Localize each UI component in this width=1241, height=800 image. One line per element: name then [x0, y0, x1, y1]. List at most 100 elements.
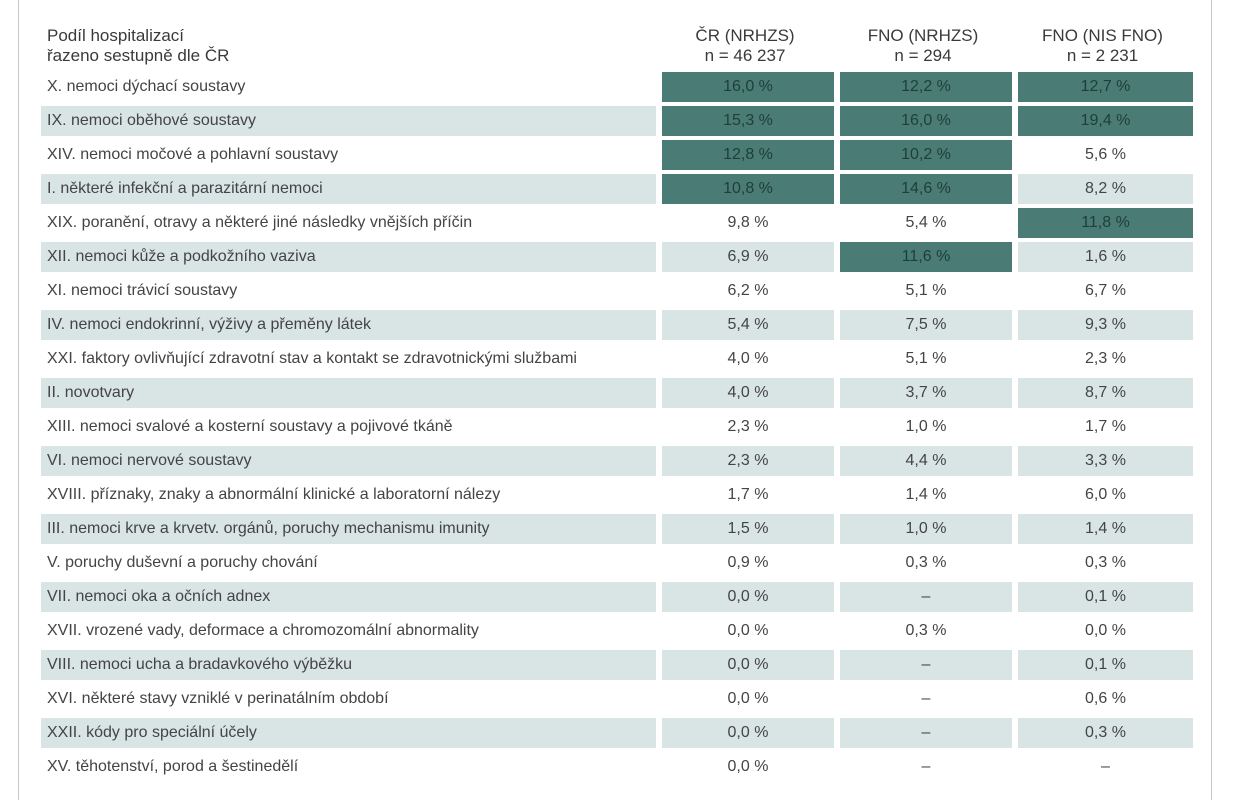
header-label: Podíl hospitalizací řazeno sestupně dle … [41, 26, 656, 68]
row-label: X. nemoci dýchací soustavy [47, 78, 246, 95]
header-col-name: FNO (NIS FNO) [1042, 26, 1163, 45]
table-row: XVI. některé stavy vzniklé v perinatální… [41, 684, 1193, 714]
header-col-fno-nrhzs: FNO (NRHZS) n = 294 [834, 26, 1012, 68]
row-value-col-2: – [834, 718, 1012, 748]
row-value-col-2: 3,7 % [834, 378, 1012, 408]
row-value-col-1: 9,8 % [656, 208, 834, 238]
table-row: VIII. nemoci ucha a bradavkového výběžku… [41, 650, 1193, 680]
row-value-col-3: – [1012, 752, 1193, 782]
row-value-col-1: 0,0 % [656, 650, 834, 680]
table-row: XIII. nemoci svalové a kosterní soustavy… [41, 412, 1193, 442]
table-row: III. nemoci krve a krvetv. orgánů, poruc… [41, 514, 1193, 544]
row-value-col-1: 1,5 % [656, 514, 834, 544]
table-row: XVIII. příznaky, znaky a abnormální klin… [41, 480, 1193, 510]
header-col-name: FNO (NRHZS) [867, 26, 979, 45]
row-value-col-1: 15,3 % [656, 106, 834, 136]
row-value-col-3: 0,1 % [1012, 582, 1193, 612]
row-value-col-2: 0,3 % [834, 616, 1012, 646]
table-row: XXII. kódy pro speciální účely 0,0 % –0,3 … [41, 718, 1193, 748]
row-label: XV. těhotenství, porod a šestinedělí [47, 758, 299, 775]
row-value-col-3: 19,4 % [1012, 106, 1193, 136]
row-value-col-1: 1,7 % [656, 480, 834, 510]
row-value-col-1: 16,0 % [656, 72, 834, 102]
row-value-col-1: 0,0 % [656, 752, 834, 782]
table-row: XV. těhotenství, porod a šestinedělí 0,0 … [41, 752, 1193, 782]
row-value-col-3: 9,3 % [1012, 310, 1193, 340]
row-value-col-3: 12,7 % [1012, 72, 1193, 102]
row-value-col-2: 5,1 % [834, 276, 1012, 306]
row-value-col-1: 0,0 % [656, 718, 834, 748]
row-value-col-2: 5,1 % [834, 344, 1012, 374]
row-value-col-1: 6,2 % [656, 276, 834, 306]
row-label: VI. nemoci nervové soustavy [41, 446, 656, 476]
row-value-col-1: 0,9 % [656, 548, 834, 578]
row-value-col-3: 3,3 % [1012, 446, 1193, 476]
row-label: XXII. kódy pro speciální účely [41, 718, 656, 748]
row-value-col-2: 1,0 % [834, 514, 1012, 544]
row-value-col-1: 2,3 % [656, 446, 834, 476]
row-value-col-2: 14,6 % [834, 174, 1012, 204]
header-col-n: n = 46 237 [704, 46, 786, 65]
row-value-col-2: 10,2 % [834, 140, 1012, 170]
row-label: XI. nemoci trávicí soustavy [47, 282, 238, 299]
row-value-col-1: 12,8 % [656, 140, 834, 170]
row-value-col-1: 10,8 % [656, 174, 834, 204]
header-col-n: n = 2 231 [1066, 46, 1139, 65]
row-label: XIX. poranění, otravy a některé jiné nás… [47, 214, 473, 231]
row-label: IV. nemoci endokrinní, výživy a přeměny … [41, 310, 656, 340]
row-label: XVI. některé stavy vzniklé v perinatální… [47, 690, 389, 707]
table-body: X. nemoci dýchací soustavy 16,0 % 12,2 % 12… [41, 72, 1193, 782]
row-label: XIII. nemoci svalové a kosterní soustavy… [47, 418, 453, 435]
row-label: V. poruchy duševní a poruchy chování [47, 554, 318, 571]
row-value-col-2: – [834, 650, 1012, 680]
row-value-col-2: 4,4 % [834, 446, 1012, 476]
row-value-col-2: 5,4 % [834, 208, 1012, 238]
row-value-col-3: 1,4 % [1012, 514, 1193, 544]
row-value-col-3: 11,8 % [1012, 208, 1193, 238]
table-row: XVII. vrozené vady, deformace a chromozo… [41, 616, 1193, 646]
hospitalization-table: Podíl hospitalizací řazeno sestupně dle … [41, 22, 1193, 786]
row-value-col-2: 11,6 % [834, 242, 1012, 272]
table-row: XXI. faktory ovlivňující zdravotní stav … [41, 344, 1193, 374]
row-value-col-3: 2,3 % [1012, 344, 1193, 374]
header-col-cr: ČR (NRHZS) n = 46 237 [656, 26, 834, 68]
row-value-col-3: 0,3 % [1012, 718, 1193, 748]
row-label: VIII. nemoci ucha a bradavkového výběžku [41, 650, 656, 680]
row-value-col-3: 8,7 % [1012, 378, 1193, 408]
row-value-col-3: 1,6 % [1012, 242, 1193, 272]
row-value-col-1: 2,3 % [656, 412, 834, 442]
row-value-col-3: 8,2 % [1012, 174, 1193, 204]
row-value-col-3: 0,1 % [1012, 650, 1193, 680]
table-row: XI. nemoci trávicí soustavy 6,2 % 5,1 % 6,7… [41, 276, 1193, 306]
row-label: II. novotvary [41, 378, 656, 408]
row-value-col-2: 12,2 % [834, 72, 1012, 102]
row-label: IX. nemoci oběhové soustavy [41, 106, 656, 136]
table-row: V. poruchy duševní a poruchy chování 0,9 … [41, 548, 1193, 578]
header-col-n: n = 294 [894, 46, 952, 65]
row-value-col-1: 0,0 % [656, 582, 834, 612]
table-row: IX. nemoci oběhové soustavy 15,3 % 16,0 % 1… [41, 106, 1193, 136]
row-label: III. nemoci krve a krvetv. orgánů, poruc… [41, 514, 656, 544]
row-value-col-1: 5,4 % [656, 310, 834, 340]
row-value-col-2: 7,5 % [834, 310, 1012, 340]
row-value-col-3: 1,7 % [1012, 412, 1193, 442]
header-label-line2: řazeno sestupně dle ČR [47, 46, 230, 65]
row-value-col-3: 6,0 % [1012, 480, 1193, 510]
row-value-col-1: 6,9 % [656, 242, 834, 272]
header-col-name: ČR (NRHZS) [695, 26, 795, 45]
row-label: I. některé infekční a parazitární nemoci [41, 174, 656, 204]
row-label: VII. nemoci oka a očních adnex [41, 582, 656, 612]
row-value-col-2: 1,0 % [834, 412, 1012, 442]
row-value-col-3: 5,6 % [1012, 140, 1193, 170]
table-row: XIV. nemoci močové a pohlavní soustavy 12… [41, 140, 1193, 170]
table-row: XII. nemoci kůže a podkožního vaziva 6,9 … [41, 242, 1193, 272]
table-row: VI. nemoci nervové soustavy 2,3 % 4,4 % 3,3… [41, 446, 1193, 476]
header-label-line1: Podíl hospitalizací [47, 26, 185, 45]
table-row: VII. nemoci oka a očních adnex 0,0 % –0,1 … [41, 582, 1193, 612]
table-row: X. nemoci dýchací soustavy 16,0 % 12,2 % 12… [41, 72, 1193, 102]
row-value-col-1: 0,0 % [656, 616, 834, 646]
row-value-col-2: 16,0 % [834, 106, 1012, 136]
row-value-col-2: – [834, 684, 1012, 714]
row-value-col-3: 6,7 % [1012, 276, 1193, 306]
row-value-col-2: 0,3 % [834, 548, 1012, 578]
